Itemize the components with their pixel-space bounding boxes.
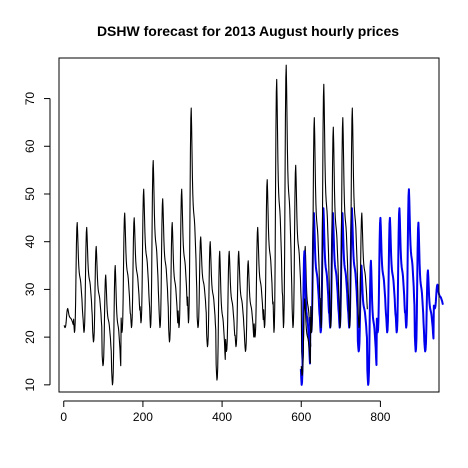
y-tick-label: 10 (23, 378, 37, 392)
y-tick-label: 60 (23, 139, 37, 153)
y-tick-label: 30 (23, 282, 37, 296)
y-tick-label: 40 (23, 235, 37, 249)
y-axis: 10 20 30 40 50 60 70 (23, 92, 51, 392)
series-line-3 (300, 83, 368, 376)
y-tick-label: 70 (23, 92, 37, 106)
x-axis: 0 200 400 600 800 (60, 400, 391, 424)
x-tick-label: 200 (133, 410, 153, 424)
x-tick-label: 400 (212, 410, 232, 424)
x-tick-label: 0 (60, 410, 67, 424)
x-tick-label: 800 (370, 410, 390, 424)
y-tick-label: 50 (23, 187, 37, 201)
series-line-1 (63, 64, 312, 386)
chart-title: DSHW forecast for 2013 August hourly pri… (97, 23, 399, 39)
series-line-2 (299, 188, 444, 386)
y-tick-label: 20 (23, 330, 37, 344)
series-layer (63, 64, 444, 386)
plot-frame (58, 57, 440, 393)
x-tick-label: 600 (291, 410, 311, 424)
